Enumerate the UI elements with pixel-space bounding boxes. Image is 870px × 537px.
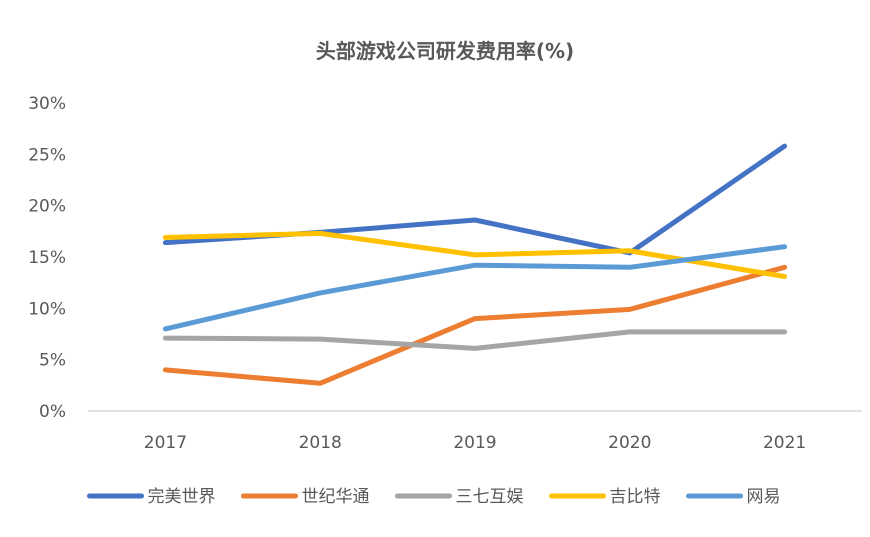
y-tick-label: 15%: [28, 248, 66, 268]
y-tick-label: 20%: [28, 197, 66, 217]
legend-label: 网易: [747, 487, 781, 507]
y-tick-label: 5%: [39, 351, 66, 371]
legend-label: 吉比特: [610, 487, 661, 507]
y-tick-label: 0%: [39, 402, 66, 422]
legend-label: 世纪华通: [302, 487, 370, 507]
legend-item: 世纪华通: [241, 487, 370, 507]
legend-item: 三七互娱: [395, 487, 524, 507]
series-line-3: [162, 329, 788, 351]
x-tick-label: 2019: [453, 433, 496, 453]
series-line-2: [162, 264, 788, 386]
y-axis-labels: 0% 5% 10% 15% 20% 25% 30%: [28, 94, 66, 422]
y-tick-label: 10%: [28, 299, 66, 319]
legend-item: 网易: [686, 487, 781, 507]
x-axis-labels: 2017 2018 2019 2020 2021: [144, 433, 806, 453]
series-lines: [162, 143, 788, 386]
y-tick-label: 25%: [28, 145, 66, 165]
x-tick-label: 2018: [299, 433, 342, 453]
x-tick-label: 2017: [144, 433, 187, 453]
legend-item: 吉比特: [549, 487, 661, 507]
legend-item: 完美世界: [87, 487, 216, 507]
x-tick-label: 2021: [763, 433, 806, 453]
legend-label: 三七互娱: [456, 487, 524, 507]
legend-label: 完美世界: [148, 487, 216, 507]
y-tick-label: 30%: [28, 94, 66, 114]
x-tick-label: 2020: [608, 433, 651, 453]
series-line-5: [162, 244, 788, 332]
chart-title: 头部游戏公司研发费用率(%): [316, 39, 574, 63]
series-line-4: [162, 230, 788, 279]
legend: 完美世界 世纪华通 三七互娱 吉比特 网易: [87, 487, 781, 507]
